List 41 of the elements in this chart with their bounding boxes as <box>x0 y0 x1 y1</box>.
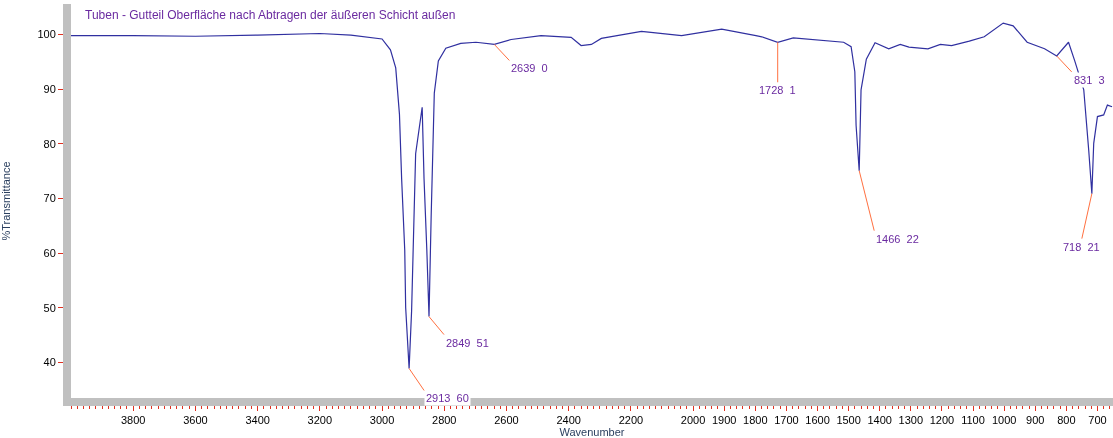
x-tick-label: 2000 <box>680 414 706 427</box>
annotation: 2849 51 <box>446 337 489 349</box>
x-tick-label: 3800 <box>120 414 146 427</box>
annotation: 718 21 <box>1063 241 1100 253</box>
x-tick-label: 1000 <box>991 414 1017 427</box>
y-tick-label: 70 <box>43 192 56 205</box>
x-tick-label: 1900 <box>711 414 737 427</box>
x-tick-label: 1300 <box>898 414 924 427</box>
x-tick-label: 3000 <box>369 414 395 427</box>
annotation: 1466 22 <box>876 233 919 245</box>
line-series <box>71 22 1113 370</box>
x-tick-label: 2600 <box>494 414 519 427</box>
chart-title: Tuben - Gutteil Oberfläche nach Abtragen der äußeren Schicht außen <box>85 8 456 23</box>
x-tick-label: 1700 <box>774 414 799 427</box>
y-tick-label: 80 <box>43 137 56 150</box>
x-tick-label: 2200 <box>618 414 644 427</box>
x-tick-label: 1800 <box>743 414 768 427</box>
x-tick-label: 900 <box>1026 414 1045 427</box>
x-axis-title: Wavenumber <box>559 426 625 438</box>
x-tick-label: 1500 <box>836 414 861 427</box>
annotation: 2913 60 <box>426 392 469 404</box>
x-tick-label: 1200 <box>929 414 955 427</box>
y-tick-label: 50 <box>43 301 56 314</box>
annotation: 831 3 <box>1074 74 1105 86</box>
y-tick-label: 100 <box>37 28 56 41</box>
y-tick-label: 60 <box>43 247 56 260</box>
x-tick-label: 700 <box>1088 414 1107 427</box>
y-tick-label: 40 <box>43 356 56 369</box>
x-tick-label: 3400 <box>245 414 270 427</box>
x-tick-label: 1400 <box>867 414 892 427</box>
x-tick-label: 1600 <box>805 414 830 427</box>
annotation: 1728 1 <box>759 84 796 96</box>
x-tick-label: 1100 <box>961 414 985 427</box>
x-tick-label: 2400 <box>556 414 581 427</box>
y-axis-title: %Transmittance <box>0 161 12 241</box>
x-tick-label: 2800 <box>432 414 457 427</box>
x-tick-label: 3200 <box>307 414 333 427</box>
annotation: 2639 0 <box>511 62 548 74</box>
y-tick-label: 90 <box>43 83 56 96</box>
x-tick-label: 3600 <box>183 414 208 427</box>
x-tick-label: 800 <box>1057 414 1076 427</box>
